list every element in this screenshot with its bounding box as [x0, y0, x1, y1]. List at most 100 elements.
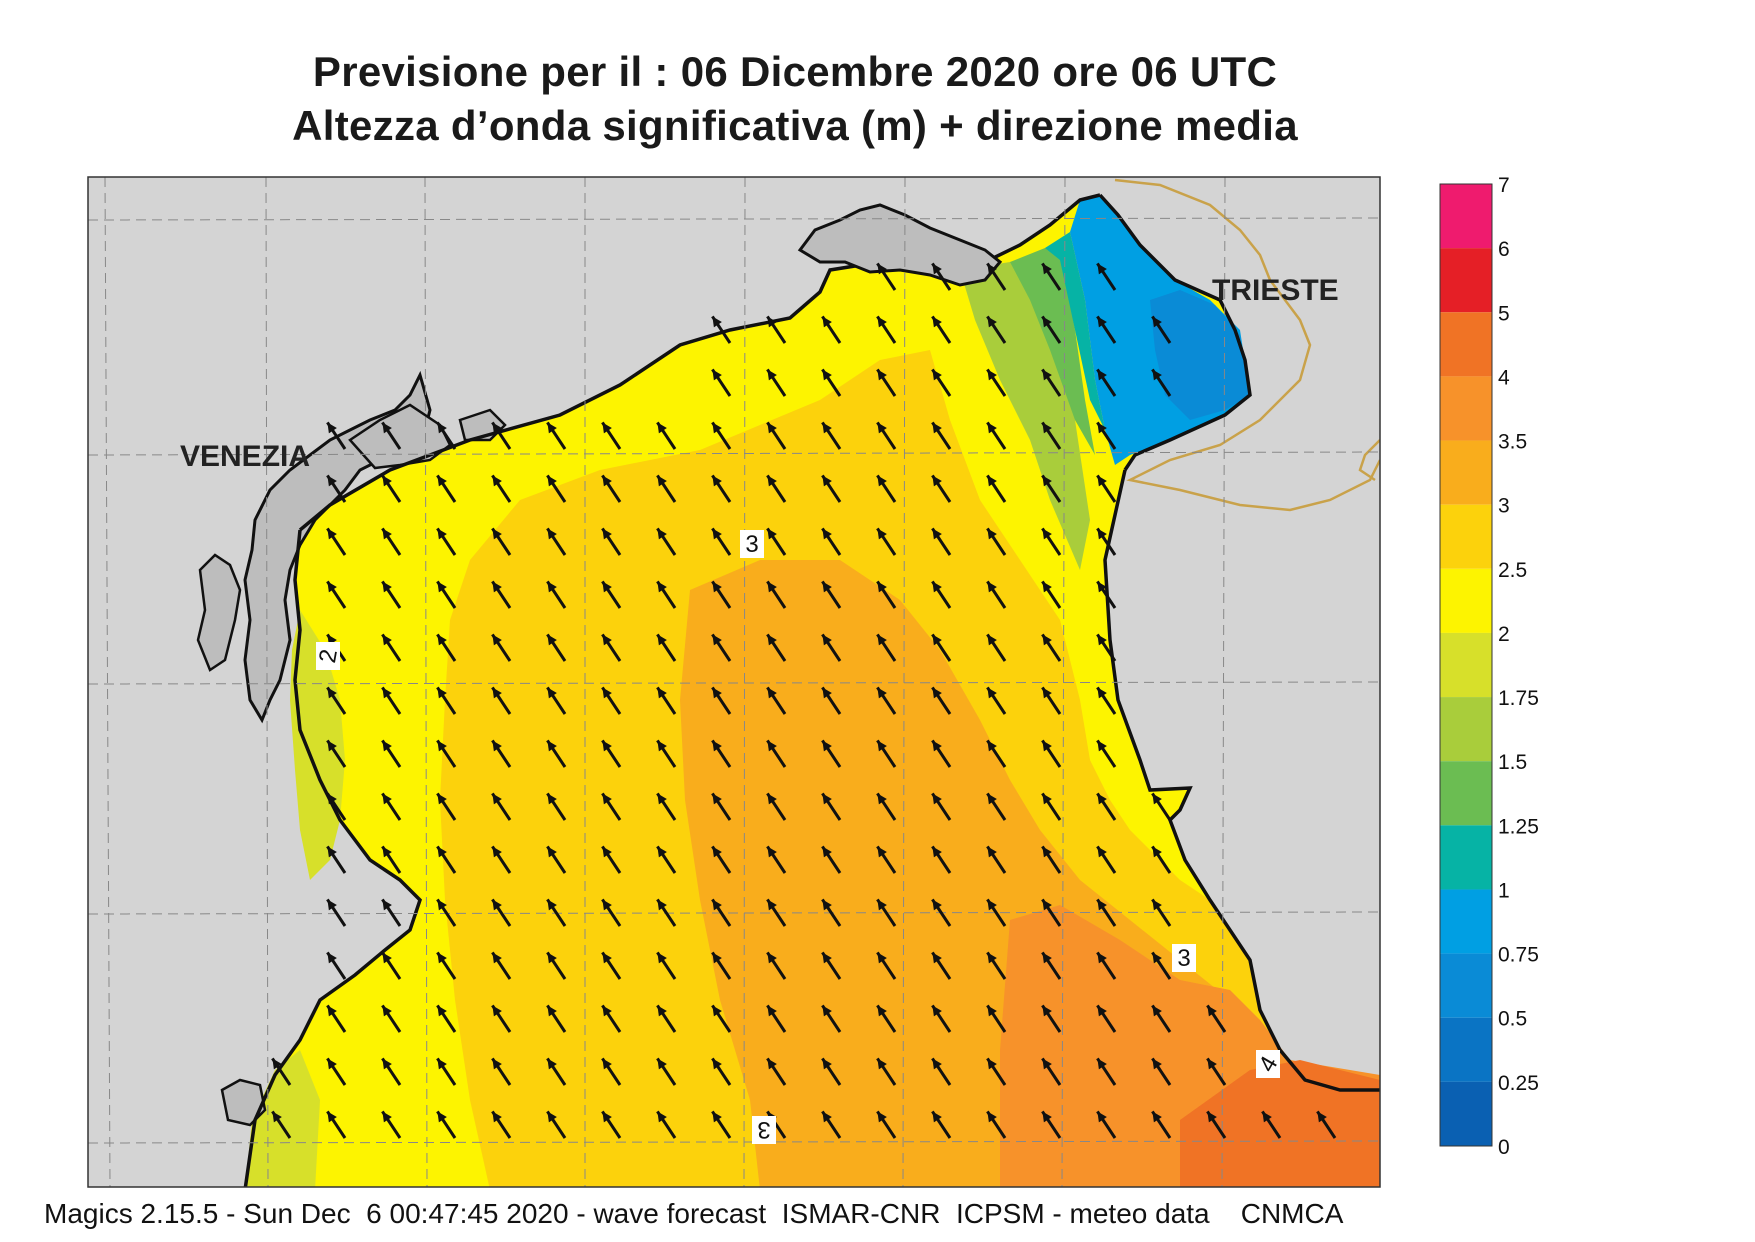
wave-arrow [656, 1057, 677, 1086]
wave-arrow [601, 580, 622, 609]
sw-island [220, 1078, 267, 1127]
wave-arrow [546, 527, 567, 556]
wave-arrow [1041, 633, 1062, 662]
wave-arrow [1096, 792, 1117, 821]
wave-arrow [1096, 633, 1117, 662]
wave-arrow [1096, 686, 1117, 715]
wave-arrow [491, 898, 512, 927]
svg-text:3: 3 [757, 1116, 770, 1143]
wave-arrow [601, 686, 622, 715]
svg-text:2: 2 [314, 647, 343, 665]
wave-arrow [546, 1057, 567, 1086]
wave-arrow [1096, 474, 1117, 503]
wave-arrow [766, 1057, 787, 1086]
wave-arrow [711, 739, 732, 768]
wave-arrow [1096, 580, 1117, 609]
venezia-island-1 [196, 553, 242, 672]
wave-arrow [326, 686, 347, 715]
wave-arrow [711, 315, 732, 344]
wave-arrow [656, 580, 677, 609]
wave-arrow [601, 1110, 622, 1139]
wave-arrow [986, 1110, 1007, 1139]
wave-arrow [986, 421, 1007, 450]
wave-arrow [931, 633, 952, 662]
scale-label: 3.5 [1498, 431, 1527, 454]
map-subtitle: Altezza d’onda significativa (m) + direz… [292, 102, 1298, 149]
wave-arrow [1041, 315, 1062, 344]
wave-arrow [491, 792, 512, 821]
wave-arrow [381, 951, 402, 980]
map-title: Previsione per il : 06 Dicembre 2020 ore… [312, 48, 1278, 95]
wave-arrow [876, 368, 897, 397]
wave-arrow [656, 1004, 677, 1033]
wave-arrow [491, 739, 512, 768]
wave-arrow [1151, 898, 1172, 927]
wave-arrow [986, 633, 1007, 662]
wave-arrow [1041, 262, 1062, 291]
wave-arrow [656, 527, 677, 556]
scale-swatch [1440, 697, 1492, 762]
wave-arrow [876, 527, 897, 556]
wave-arrow [711, 580, 732, 609]
wave-arrow [436, 1004, 457, 1033]
wave-arrow [986, 368, 1007, 397]
scale-swatch [1440, 504, 1492, 569]
wave-arrow [986, 1004, 1007, 1033]
wave-arrow [986, 580, 1007, 609]
wave-arrow [546, 686, 567, 715]
low-wave-zone-sw [245, 1050, 320, 1187]
svg-text:3: 3 [1177, 945, 1190, 972]
wave-arrow [821, 898, 842, 927]
wave-arrow [326, 1004, 347, 1033]
wave-arrow [1096, 1110, 1117, 1139]
wave-arrow [381, 898, 402, 927]
wave-arrow [381, 421, 402, 450]
wave-arrow [711, 421, 732, 450]
scale-swatch [1440, 184, 1492, 249]
wave-arrow [656, 898, 677, 927]
wave-arrow [1041, 580, 1062, 609]
wave-arrow [1041, 845, 1062, 874]
wave-arrow [656, 792, 677, 821]
wave-arrow [931, 1057, 952, 1086]
wave-arrow [1041, 951, 1062, 980]
wave-arrow [436, 633, 457, 662]
wave-arrow [711, 1110, 732, 1139]
scale-frame [1439, 183, 1493, 1147]
scale-swatch [1440, 440, 1492, 505]
wave-arrow [1261, 1110, 1282, 1139]
wave-arrow [546, 951, 567, 980]
scale-label: 6 [1498, 238, 1510, 261]
wave-arrow [601, 421, 622, 450]
wave-arrow [1206, 1110, 1227, 1139]
footer-credits: Magics 2.15.5 - Sun Dec 6 00:47:45 2020 … [44, 1198, 1344, 1229]
scale-label: 3 [1498, 495, 1510, 518]
wave-arrow [546, 633, 567, 662]
wave-arrow [491, 1057, 512, 1086]
wave-arrow [931, 845, 952, 874]
wave-arrow [821, 580, 842, 609]
wave-arrow [491, 686, 512, 715]
northern-coastline [298, 193, 1101, 532]
wave-arrow [381, 792, 402, 821]
wave-arrow [601, 951, 622, 980]
scale-label: 1.75 [1498, 687, 1539, 710]
wave-arrow [601, 1057, 622, 1086]
wave-arrow [656, 421, 677, 450]
scale-label: 1 [1498, 879, 1510, 902]
wave-arrow [491, 1110, 512, 1139]
contour-label-2-west: 2 [314, 642, 343, 670]
wave-arrow [1096, 739, 1117, 768]
wave-arrow [986, 1057, 1007, 1086]
wave-arrow [876, 262, 897, 291]
wave-arrow [711, 1057, 732, 1086]
wave-arrow [1096, 262, 1117, 291]
wave-arrow [1041, 474, 1062, 503]
wave-arrow [656, 1110, 677, 1139]
wave-arrow [491, 527, 512, 556]
wave-arrow [876, 633, 897, 662]
scale-swatch [1440, 568, 1492, 633]
wave-arrow [766, 951, 787, 980]
wave-arrow [1151, 845, 1172, 874]
wave-arrow [766, 792, 787, 821]
